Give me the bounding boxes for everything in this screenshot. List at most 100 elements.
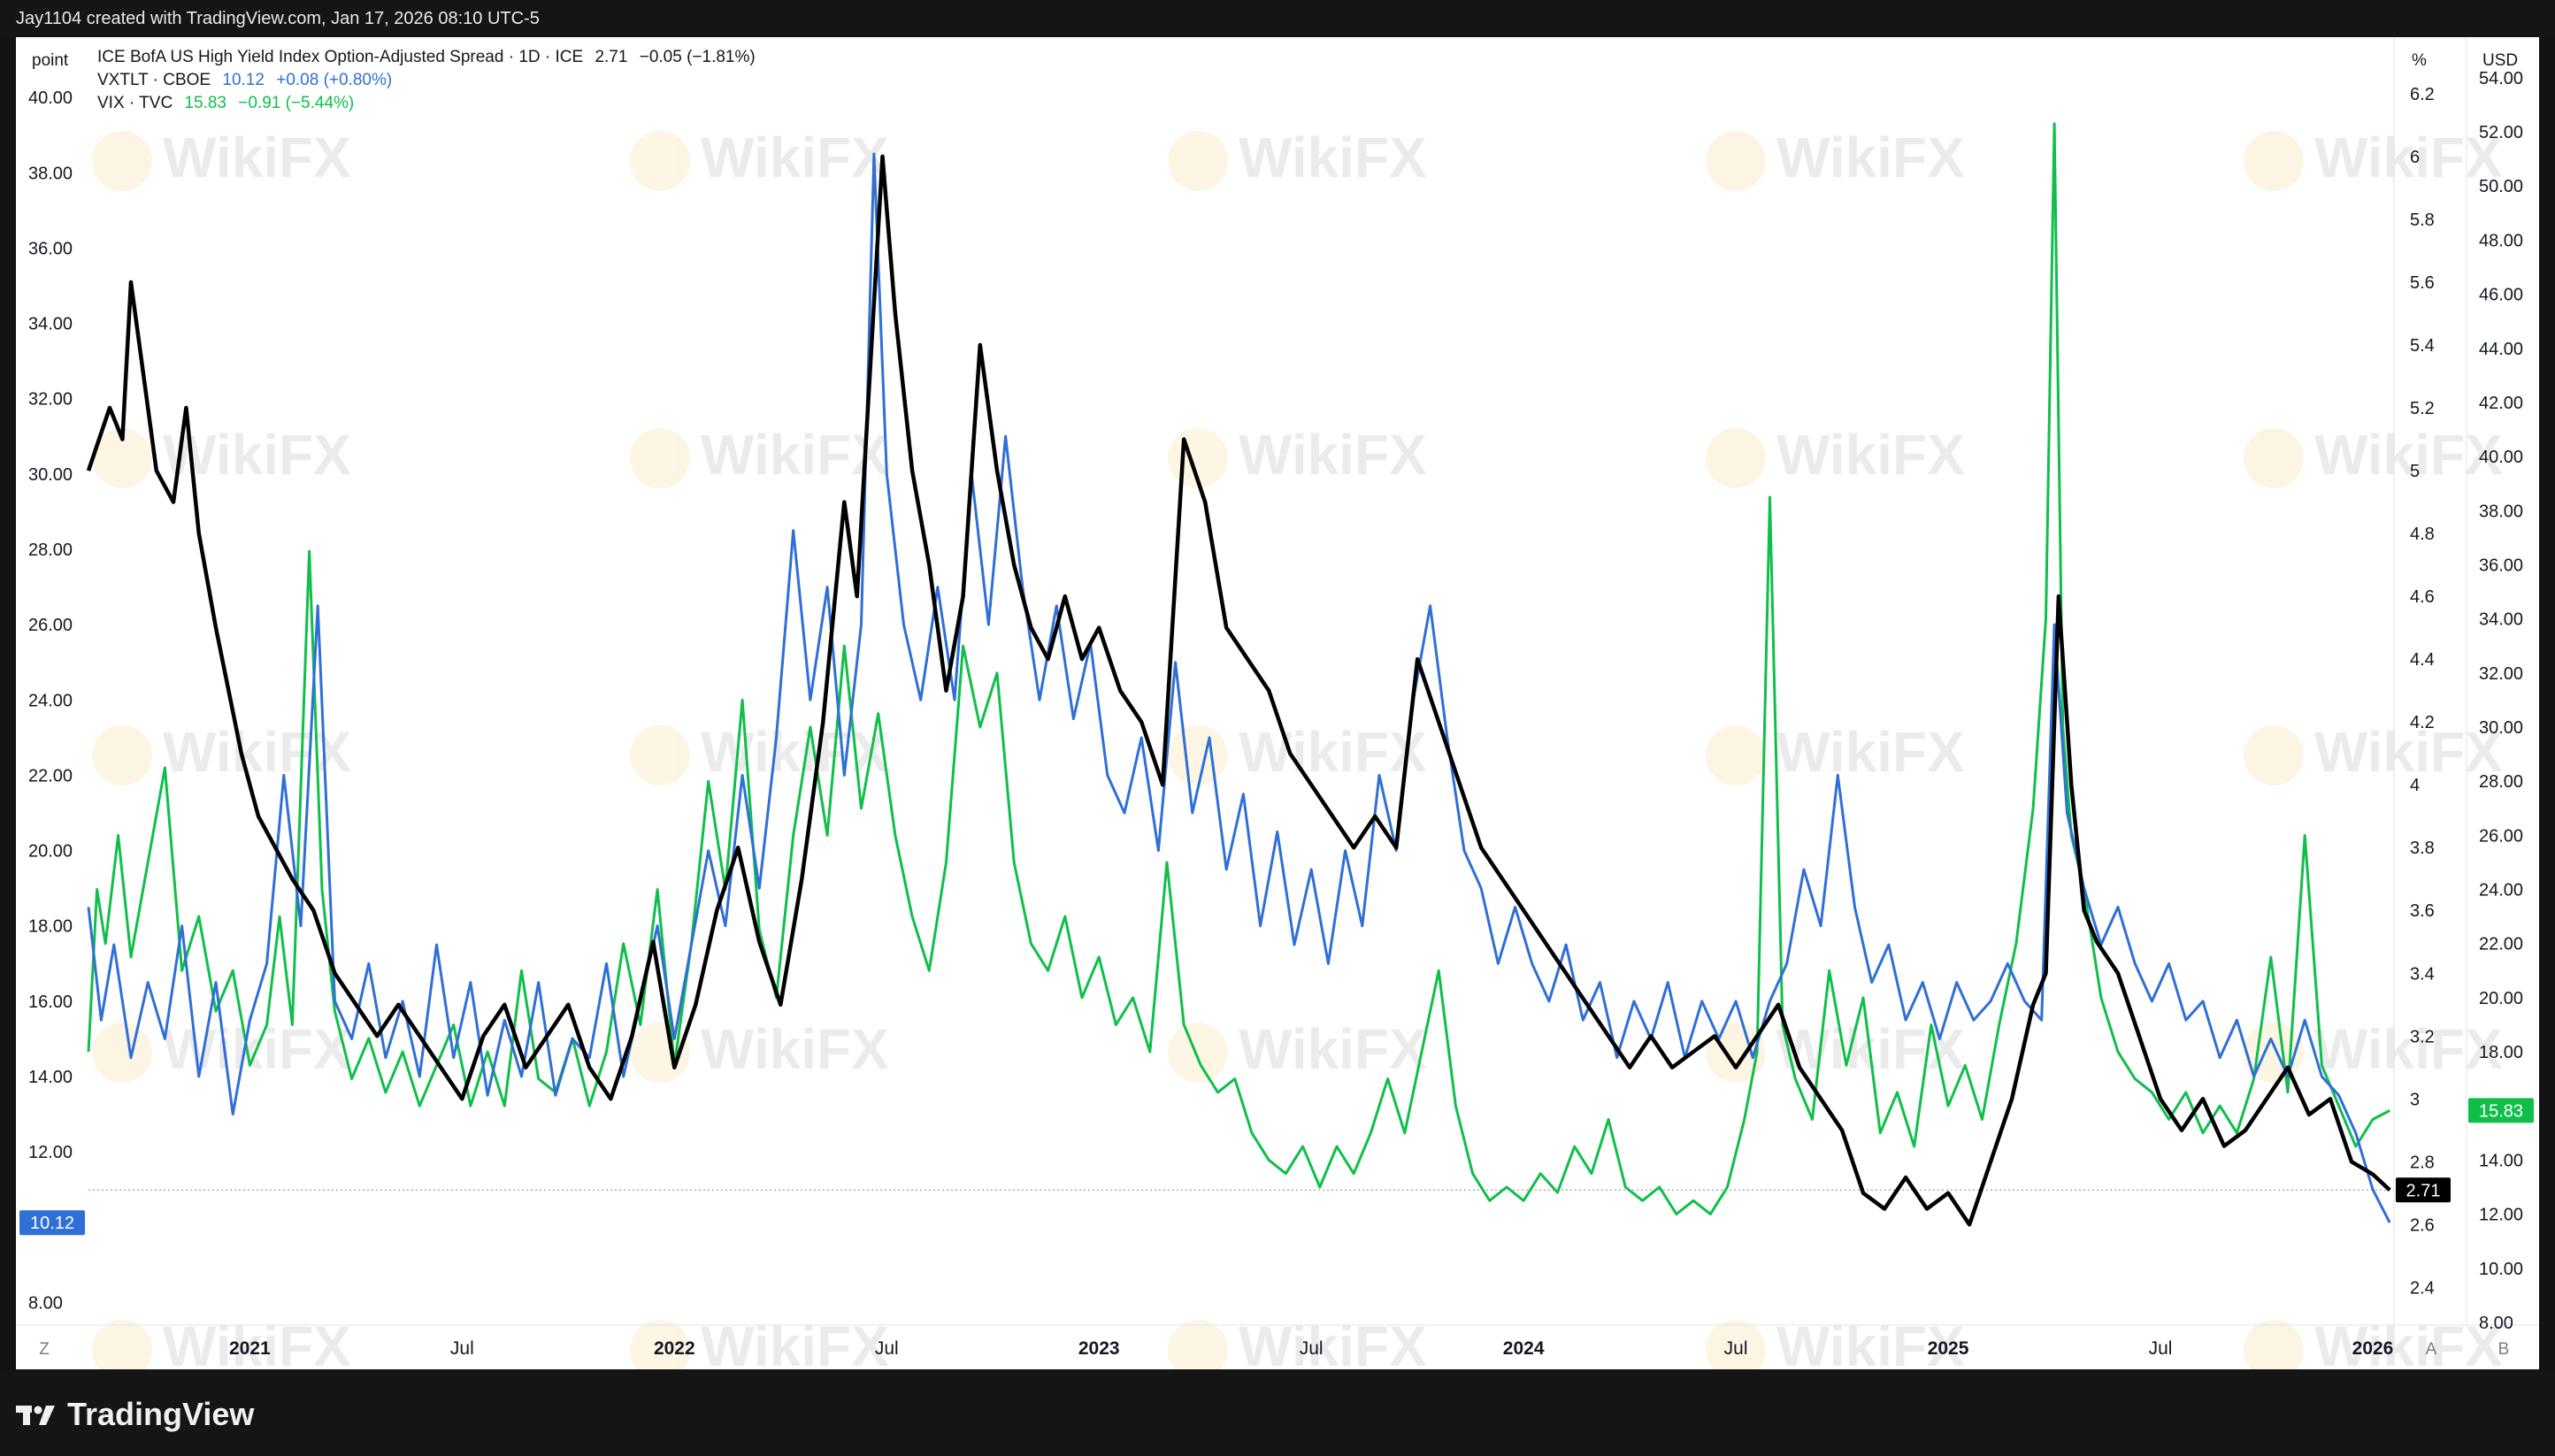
wikifx-watermark: WikiFX [630, 1314, 889, 1369]
vxtlt-price-badge-background [19, 1210, 85, 1236]
watermark-text: WikiFX [701, 1314, 889, 1369]
watermark-text: WikiFX [163, 1314, 351, 1369]
watermark-badge-icon [1168, 725, 1228, 785]
usd-axis-tick-label: 34.00 [2479, 610, 2523, 630]
watermark-badge-icon [630, 725, 690, 785]
watermark-layer: WikiFX WikiFX WikiFX WikiFX WikiFX WikiFX Wiki… [92, 126, 2503, 1369]
watermark-text: WikiFX [2314, 720, 2503, 784]
time-axis-tick-label: Jul [1300, 1338, 1324, 1359]
legend-row-hy[interactable]: ICE BofA US High Yield Index Option-Adju… [97, 48, 763, 67]
bottom-bar: TradingView [0, 1369, 2555, 1456]
usd-axis-tick-label: 32.00 [2479, 664, 2523, 684]
left-axis-tick-label: 38.00 [28, 164, 73, 183]
time-axis-tick-label: Jul [450, 1338, 474, 1359]
watermark-text: WikiFX [1776, 423, 1965, 487]
percent-axis-tick-label: 2.8 [2410, 1153, 2435, 1172]
watermark-text: WikiFX [1239, 126, 1427, 189]
time-axis-tick-label: 2022 [654, 1338, 695, 1359]
time-axis-tick-label: 2026 [2352, 1338, 2394, 1359]
zoom-corner-button[interactable]: Z [39, 1340, 50, 1359]
left-axis-tick-label: 14.00 [28, 1068, 73, 1087]
watermark-text: WikiFX [1239, 1017, 1427, 1081]
watermark-text: WikiFX [2314, 1017, 2503, 1081]
time-axis-tick-label: Jul [2149, 1338, 2173, 1359]
vix-price-badge-label: 15.83 [2479, 1101, 2523, 1121]
wikifx-watermark: WikiFX [2244, 423, 2503, 488]
left-axis-tick-label: 8.00 [28, 1293, 63, 1313]
legend-vix-value: 15.83 [184, 94, 226, 112]
vix-series-line [87, 122, 2390, 1216]
left-axis-tick-label: 40.00 [28, 88, 73, 108]
usd-axis-tick-label: 12.00 [2479, 1206, 2523, 1225]
watermark-text: WikiFX [701, 1017, 889, 1081]
percent-axis-tick-label: 4.2 [2410, 713, 2435, 732]
watermark-text: WikiFX [701, 423, 889, 487]
hy-price-badge-label: 2.71 [2406, 1181, 2441, 1200]
percent-axis-tick-label: 4.4 [2410, 650, 2435, 670]
watermark-text: WikiFX [2314, 126, 2503, 189]
percent-axis-tick-label: 4.6 [2410, 587, 2435, 607]
wikifx-watermark: WikiFX [92, 423, 351, 488]
watermark-badge-icon [1168, 131, 1228, 191]
watermark-badge-icon [92, 428, 152, 488]
usd-axis-tick-label: 36.00 [2479, 556, 2523, 575]
wikifx-watermark: WikiFX [630, 423, 889, 488]
watermark-badge-icon [2244, 428, 2304, 488]
usd-axis-tick-label: 38.00 [2479, 502, 2523, 521]
usd-axis-tick-label: 52.00 [2479, 123, 2523, 142]
wikifx-watermark: WikiFX [92, 720, 351, 785]
wikifx-watermark: WikiFX [92, 126, 351, 191]
time-axis-tick-label: 2024 [1503, 1338, 1545, 1359]
tradingview-brand[interactable]: TradingView [16, 1396, 254, 1433]
time-axis[interactable]: 2021 Jul 2022 Jul 2023 Jul 2024 Jul 2025 Jul 2026 Z… [39, 1338, 2509, 1359]
watermark-badge-icon [92, 725, 152, 785]
watermark-text: WikiFX [163, 720, 351, 784]
percent-axis[interactable]: % 6.2 6 5.8 5.6 5.4 5.2 5 4.8 4.6 4.4 4.2 4 3.8 3.6 3.4… [2410, 51, 2435, 1298]
vxtlt-price-badge: 10.12 [19, 1210, 85, 1236]
scale-mode-button[interactable]: B [2498, 1340, 2510, 1359]
left-axis-tick-label: 36.00 [28, 239, 73, 258]
wikifx-watermark: WikiFX [2244, 1314, 2503, 1369]
hy-price-badge-background [2396, 1177, 2451, 1203]
usd-axis-tick-label: 48.00 [2479, 231, 2523, 250]
axis-guides [16, 37, 2539, 1326]
left-axis[interactable]: point 40.00 38.00 36.00 34.00 32.00 30.00 28.00… [28, 51, 73, 1313]
watermark-badge-icon [1706, 428, 1766, 488]
chart-svg[interactable]: WikiFX WikiFX WikiFX WikiFX WikiFX WikiFX Wiki… [16, 37, 2539, 1369]
watermark-badge-icon [2244, 131, 2304, 191]
percent-axis-tick-label: 5.4 [2410, 336, 2435, 356]
chart-frame[interactable]: WikiFX WikiFX WikiFX WikiFX WikiFX WikiFX Wiki… [16, 37, 2539, 1369]
wikifx-watermark: WikiFX [92, 1314, 351, 1369]
usd-axis-tick-label: 54.00 [2479, 69, 2523, 88]
legend-row-vix[interactable]: VIX · TVC 15.83 −0.91 (−5.44%) [97, 94, 361, 113]
left-axis-tick-label: 20.00 [28, 842, 73, 862]
watermark-text: WikiFX [163, 126, 351, 189]
watermark-badge-icon [1706, 1320, 1766, 1369]
legend-vxtlt-name: VXTLT · CBOE [97, 71, 211, 89]
percent-axis-tick-label: 3.2 [2410, 1027, 2435, 1046]
watermark-badge-icon [92, 131, 152, 191]
percent-axis-tick-label: 5.8 [2410, 211, 2435, 230]
left-axis-tick-label: 30.00 [28, 465, 73, 485]
usd-axis-tick-label: 20.00 [2479, 989, 2523, 1008]
usd-axis-tick-label: 44.00 [2479, 340, 2523, 359]
usd-axis-tick-label: 40.00 [2479, 448, 2523, 467]
percent-axis-tick-label: 2.6 [2410, 1215, 2435, 1235]
left-axis-tick-label: 18.00 [28, 917, 73, 937]
left-axis-unit: point [32, 51, 69, 70]
percent-axis-tick-label: 5 [2410, 462, 2420, 481]
percent-axis-tick-label: 5.2 [2410, 399, 2435, 418]
time-axis-tick-label: Jul [1724, 1338, 1748, 1359]
wikifx-watermark: WikiFX [1706, 423, 1965, 488]
legend-vxtlt-change: +0.08 (+0.80%) [276, 71, 393, 89]
watermark-badge-icon [2244, 725, 2304, 785]
auto-scale-button[interactable]: A [2426, 1340, 2437, 1359]
time-axis-tick-label: Jul [875, 1338, 899, 1359]
legend-row-vxtlt[interactable]: VXTLT · CBOE 10.12 +0.08 (+0.80%) [97, 71, 399, 90]
usd-axis-tick-label: 42.00 [2479, 394, 2523, 413]
legend-hy-name: ICE BofA US High Yield Index Option-Adju… [97, 48, 584, 66]
percent-axis-tick-label: 3 [2410, 1090, 2420, 1109]
watermark-text: WikiFX [1776, 126, 1965, 189]
top-bar: Jay1104 created with TradingView.com, Ja… [0, 0, 2555, 37]
